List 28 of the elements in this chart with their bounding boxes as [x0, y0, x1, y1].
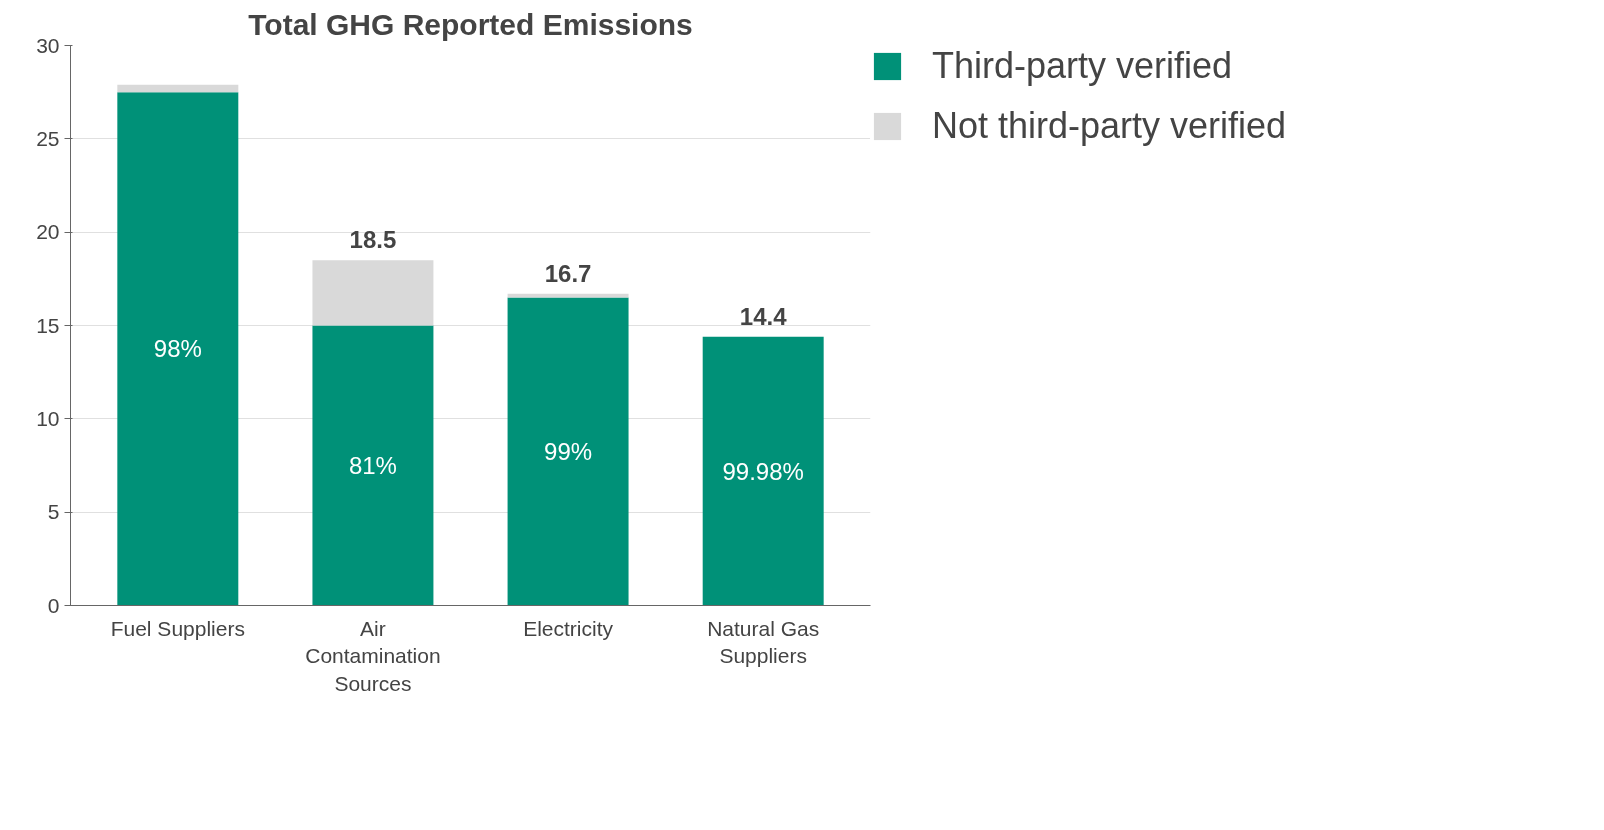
annotation: 99.98%	[722, 457, 804, 485]
total-label: 14.4	[739, 302, 788, 330]
x-tick-label: Air Contamination Sources	[305, 616, 441, 695]
y-tick-label: 20	[36, 220, 60, 244]
total-label: 18.5	[349, 226, 397, 254]
y-tick-label: 15	[36, 313, 60, 337]
bar	[507, 293, 629, 298]
total-label: 16.7	[544, 259, 592, 287]
y-tick-label: 30	[36, 33, 60, 57]
legend-label: Not third-party verified	[932, 105, 1287, 147]
bar	[702, 336, 824, 606]
annotation: 81%	[348, 452, 397, 479]
x-tick-label: Natural Gas Suppliers	[707, 616, 820, 668]
chart-title: Total GHG Reported Emissions	[248, 7, 693, 41]
y-tick-label: 0	[47, 593, 60, 617]
annotation: 99%	[544, 438, 593, 465]
annotation: 98%	[153, 335, 202, 363]
y-tick-label: 5	[47, 500, 60, 524]
y-tick-label: 10	[36, 406, 60, 430]
bar	[312, 325, 434, 606]
y-tick-label: 25	[36, 126, 60, 150]
bar	[507, 297, 629, 606]
bar	[117, 92, 239, 606]
bar	[312, 260, 434, 326]
x-tick-label: Electricity	[523, 616, 614, 640]
x-tick-label: Fuel Suppliers	[110, 616, 245, 640]
bar	[117, 84, 239, 93]
legend-label: Third-party verified	[932, 45, 1233, 87]
